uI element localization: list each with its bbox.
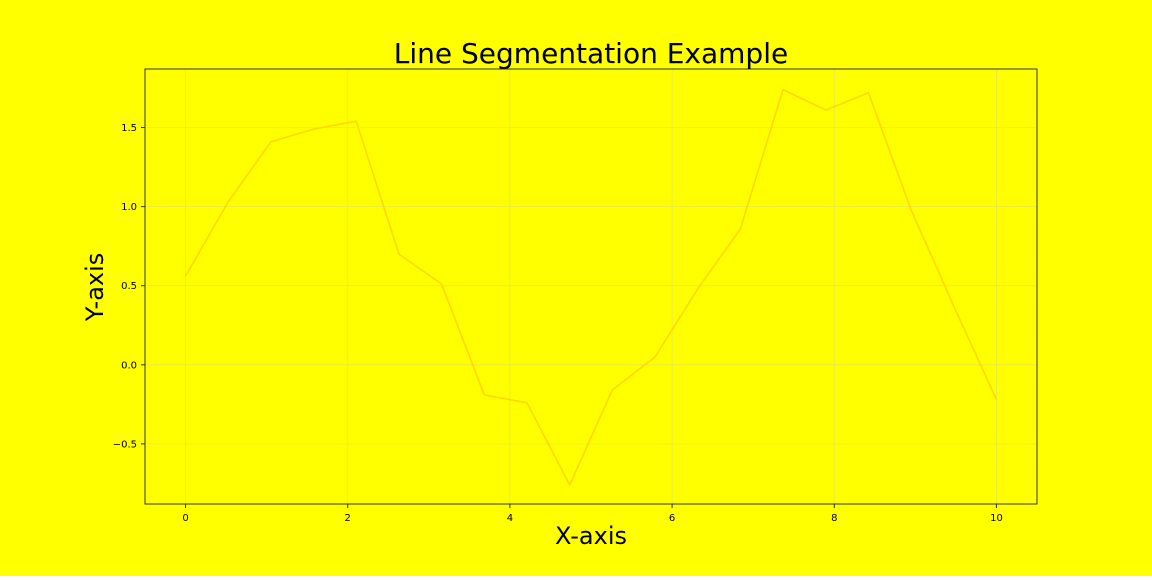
x-tick-label: 0 xyxy=(182,513,188,524)
x-tick-label: 4 xyxy=(507,513,513,524)
y-axis-label: Y-axis xyxy=(81,253,109,323)
grid xyxy=(145,69,1037,504)
x-tick-label: 6 xyxy=(669,513,675,524)
chart-title: Line Segmentation Example xyxy=(394,37,788,70)
y-tick-label: 1.5 xyxy=(121,123,137,134)
x-tick-label: 2 xyxy=(345,513,351,524)
y-tick-label: 1.0 xyxy=(121,202,137,213)
plot-area xyxy=(145,69,1037,504)
series-line xyxy=(184,88,998,486)
series-layer xyxy=(184,88,998,486)
y-tick-label: −0.5 xyxy=(113,439,137,450)
x-tick-label: 10 xyxy=(990,513,1003,524)
x-axis-label: X-axis xyxy=(555,522,627,550)
y-tick-label: 0.0 xyxy=(121,360,137,371)
x-axis-ticks: 0 2 4 6 8 10 xyxy=(182,504,1003,524)
x-tick-label: 8 xyxy=(831,513,837,524)
y-tick-label: 0.5 xyxy=(121,281,137,292)
plot-frame xyxy=(144,68,1038,505)
y-axis-ticks: −0.5 0.0 0.5 1.0 1.5 xyxy=(113,123,145,450)
